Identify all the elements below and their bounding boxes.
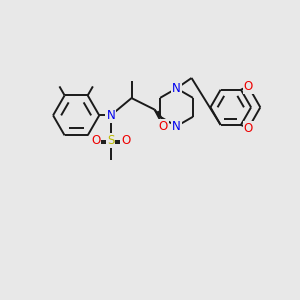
Text: N: N bbox=[172, 82, 181, 95]
Text: O: O bbox=[159, 120, 168, 133]
Text: S: S bbox=[107, 134, 115, 147]
Text: O: O bbox=[121, 134, 130, 147]
Text: N: N bbox=[172, 120, 181, 133]
Text: O: O bbox=[91, 134, 101, 147]
Text: N: N bbox=[106, 109, 115, 122]
Text: O: O bbox=[244, 122, 253, 135]
Text: O: O bbox=[244, 80, 253, 93]
